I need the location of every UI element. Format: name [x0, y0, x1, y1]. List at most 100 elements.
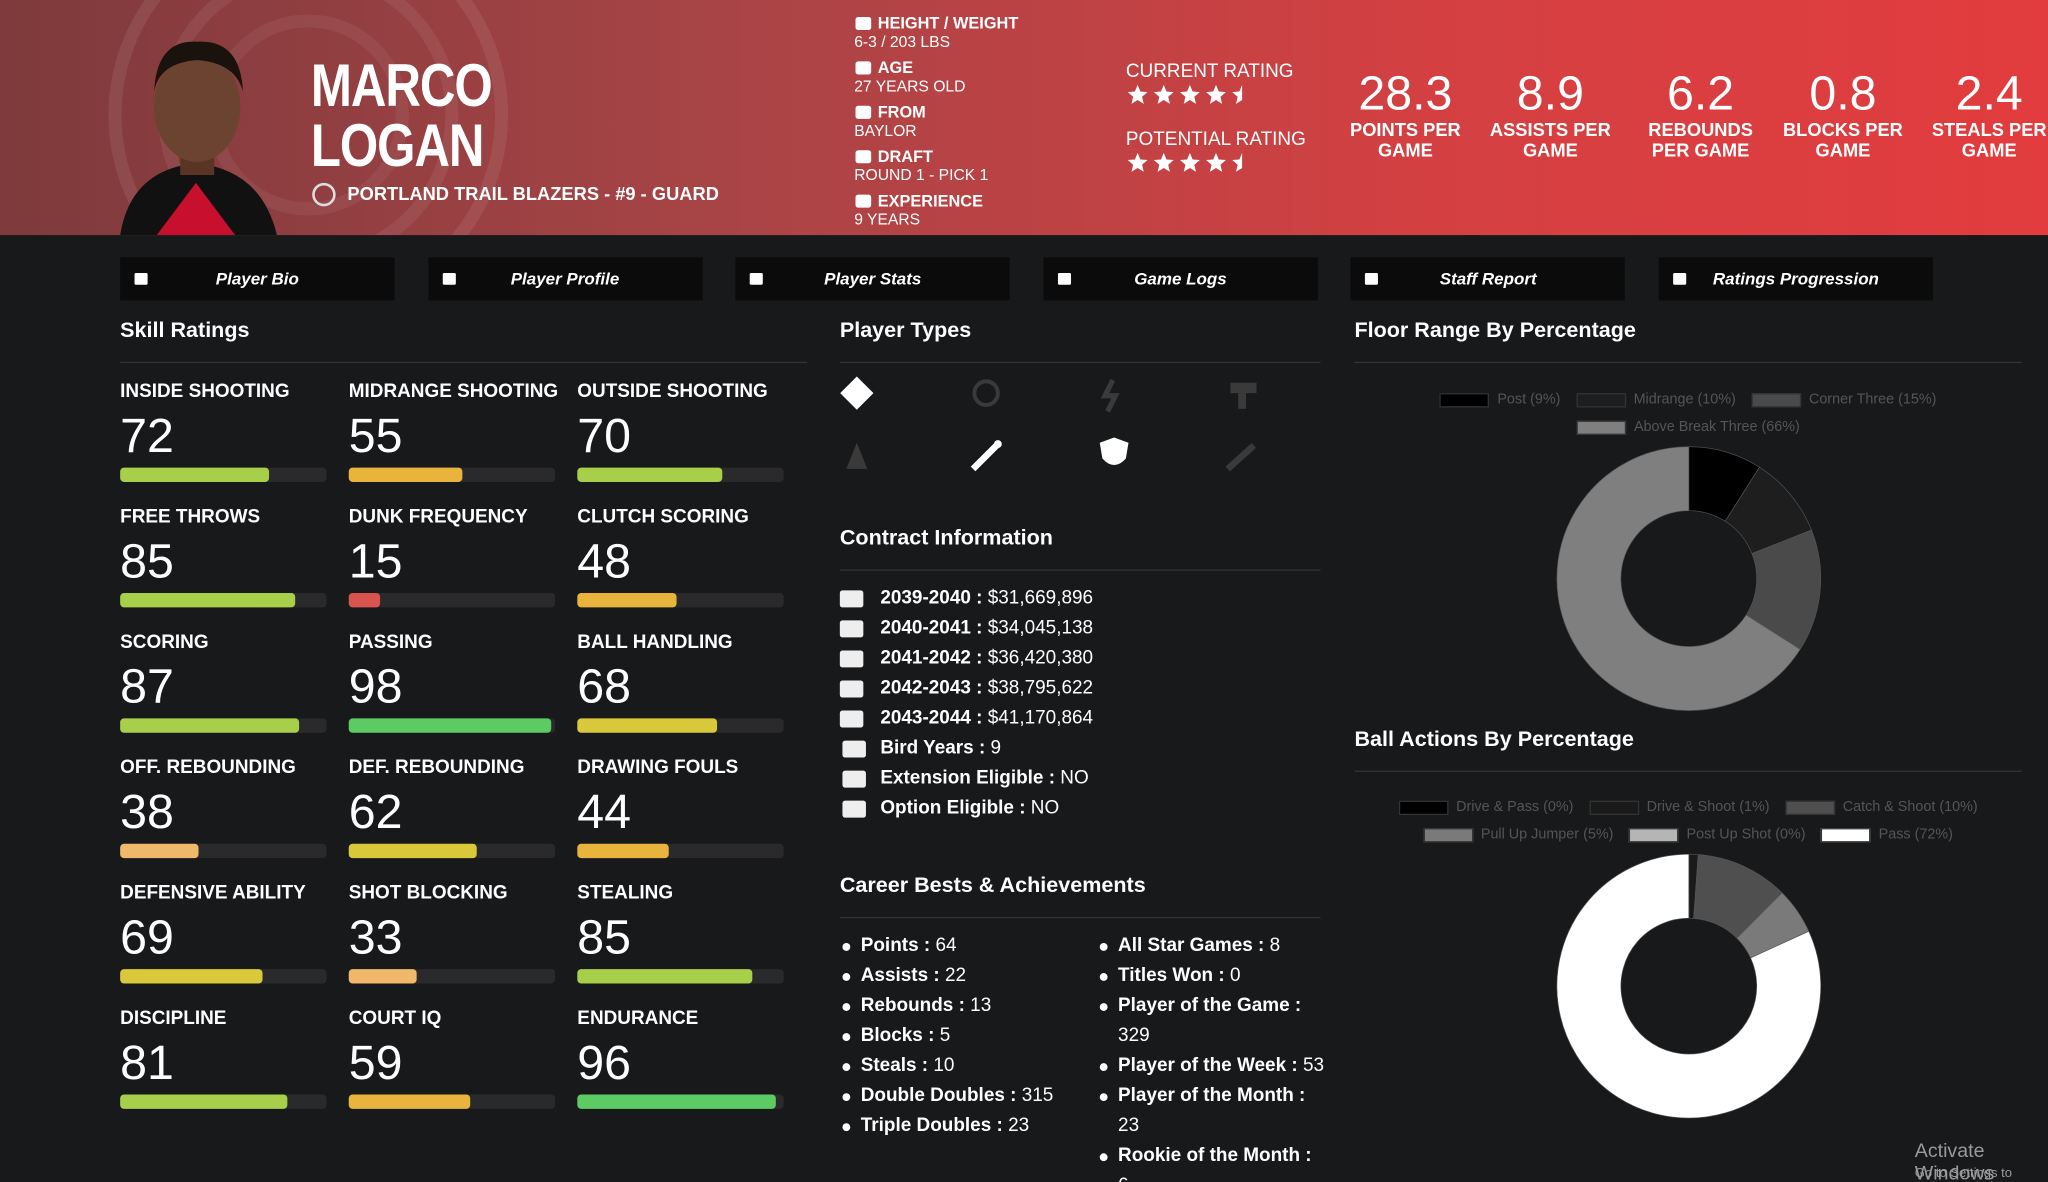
skill-value: 72: [120, 408, 174, 463]
skill-track: [348, 467, 556, 482]
career-value: 329: [1118, 1025, 1150, 1047]
career-value: 22: [944, 965, 967, 987]
skill-name: ENDURANCE: [577, 1008, 699, 1030]
skill-bar: [120, 843, 199, 859]
nav-tab[interactable]: Player Stats: [735, 257, 1010, 301]
legend-label: Above Break Three (66%): [1633, 419, 1800, 435]
skill-track: [348, 718, 556, 733]
amount: $41,170,864: [987, 707, 1094, 729]
divider: [120, 361, 808, 364]
career-value: 23: [1118, 1115, 1140, 1137]
nav-tab[interactable]: Staff Report: [1351, 257, 1626, 301]
section-title: Contract Information: [839, 526, 1053, 550]
skill-track: [577, 1094, 784, 1109]
legend-item: Corner Three (15%): [1751, 387, 1936, 413]
legend-swatch: [1785, 800, 1835, 815]
divider: [1354, 361, 2022, 364]
career-item: Points64: [842, 931, 1067, 961]
legend-swatch: [1398, 800, 1449, 815]
skill-track: [577, 969, 784, 984]
career-item: All Star Games8: [1099, 931, 1324, 961]
info-value: BAYLOR: [854, 121, 917, 140]
skill-value: 69: [120, 910, 174, 964]
skill-track: [577, 843, 784, 859]
detail-label: Bird Years: [880, 738, 990, 759]
skill-value: 85: [577, 910, 632, 964]
bullet: [1099, 1153, 1108, 1162]
detail-value: 9: [990, 737, 1002, 759]
skill-bar: [577, 969, 753, 984]
nav-tab[interactable]: Player Profile: [427, 257, 703, 301]
donut-segment: [1556, 853, 1822, 1119]
skill-value: 15: [348, 534, 403, 588]
legend-item: Midrange (10%): [1576, 387, 1736, 413]
bullet: [1099, 1063, 1108, 1072]
career-item: Steals10: [842, 1051, 1067, 1081]
skill-track: [120, 969, 327, 984]
career-label: Points: [861, 935, 936, 956]
detail-label: Extension Eligible: [880, 768, 1060, 789]
legend-item: Above Break Three (66%): [1576, 414, 1800, 440]
bullet: [1099, 1003, 1108, 1011]
career-value: 6: [1118, 1176, 1129, 1182]
skill-value: 70: [577, 408, 632, 463]
skill-track: [577, 592, 784, 608]
career-item: Triple Doubles23: [842, 1112, 1067, 1142]
star: [1153, 84, 1174, 104]
bullet: [842, 1033, 851, 1041]
bullet: [1099, 973, 1108, 981]
legend-label: Corner Three (15%): [1808, 391, 1937, 408]
career-value: 8: [1269, 935, 1281, 957]
skill-name: DISCIPLINE: [120, 1008, 227, 1030]
legend-item: Drive & Shoot (1%): [1589, 794, 1770, 820]
career-item: Double Doubles315: [842, 1081, 1067, 1111]
skill-bar: [120, 969, 263, 984]
season: 2043-2044: [880, 708, 987, 729]
legend: Drive & Pass (0%) Drive & Shoot (1%) Catch…: [1358, 793, 2018, 848]
nav-tab[interactable]: Player Bio: [120, 257, 395, 301]
career-label: Assists: [861, 965, 945, 986]
skill-value: 48: [577, 534, 632, 588]
icon-shape: [1365, 272, 1379, 285]
skill-value: 81: [120, 1035, 174, 1090]
star: [1179, 84, 1200, 104]
career-label: Player of the Month: [1118, 1085, 1305, 1106]
bullet: [1099, 1093, 1108, 1102]
skill-name: PASSING: [348, 632, 433, 654]
tab-icon: [134, 272, 148, 285]
legend-swatch: [1439, 392, 1490, 407]
nav-tab[interactable]: Game Logs: [1043, 257, 1318, 301]
legend-label: Drive & Pass (0%): [1456, 799, 1574, 816]
skill-bar: [577, 1094, 776, 1109]
donut-segment: [1556, 446, 1801, 711]
nav-tab[interactable]: Ratings Progression: [1658, 257, 1934, 301]
bullet: [1099, 943, 1108, 951]
career-value: 10: [933, 1055, 955, 1077]
legend-item: Drive & Pass (0%): [1398, 794, 1574, 820]
skill-bar: [120, 467, 269, 482]
skill-name: OFF. REBOUNDING: [120, 757, 296, 779]
skill-bar: [577, 843, 669, 859]
career-item: Assists22: [842, 961, 1067, 991]
skill-track: [120, 592, 327, 608]
bullet: [842, 1003, 851, 1011]
legend-swatch: [1629, 827, 1679, 842]
skill-name: FREE THROWS: [120, 506, 261, 528]
career-label: Rebounds: [861, 995, 970, 1016]
skill-name: DUNK FREQUENCY: [348, 506, 528, 528]
legend-swatch: [1423, 827, 1474, 842]
career-value: 13: [970, 995, 992, 1017]
contract-row: Option EligibleNO: [880, 794, 1059, 824]
legend-swatch: [1751, 392, 1802, 407]
legend-label: Midrange (10%): [1633, 391, 1736, 408]
row-icon: [842, 740, 866, 758]
divider: [839, 569, 1321, 571]
icon-shape: [1673, 272, 1687, 285]
section-title: Player Types: [839, 318, 972, 343]
row-icon: [842, 770, 866, 788]
divider: [1354, 770, 2022, 772]
star: [1232, 84, 1243, 104]
star: [1127, 152, 1148, 172]
career-item: Rebounds13: [842, 991, 1067, 1021]
